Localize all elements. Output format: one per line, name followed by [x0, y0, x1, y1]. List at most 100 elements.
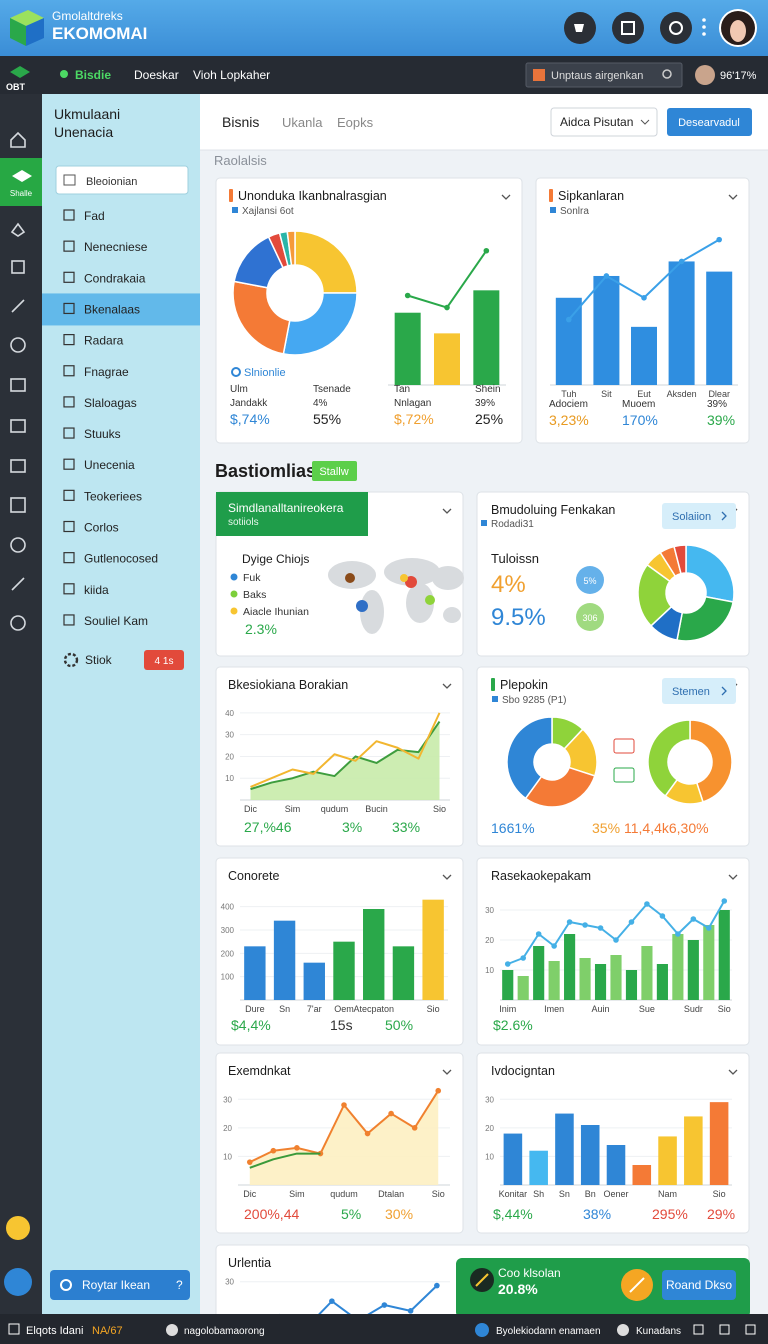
rail-logo-icon: [10, 66, 30, 78]
chevron[interactable]: [728, 194, 738, 200]
stat-sub: 4%: [313, 398, 328, 409]
line: [250, 712, 441, 788]
menu-item[interactable]: Bkenalaas: [84, 302, 140, 316]
map-region: [356, 600, 368, 612]
menu-item[interactable]: Condrakaia: [84, 271, 146, 285]
menu-item[interactable]: Nenecniese: [84, 240, 148, 254]
menu-item[interactable]: Unecenia: [84, 458, 135, 472]
menu-item[interactable]: Corlos: [84, 521, 119, 535]
kpi-badge: [576, 566, 604, 594]
point: [675, 931, 681, 937]
icon-button[interactable]: [660, 12, 692, 44]
bar: [658, 1136, 677, 1185]
card-button[interactable]: [662, 503, 736, 529]
pie-slice: [506, 716, 553, 800]
bar: [610, 955, 622, 1000]
section-badge-text: Stallw: [319, 466, 348, 478]
menu-item[interactable]: kiida: [84, 583, 109, 597]
toast-button[interactable]: [662, 1270, 736, 1300]
stat-value: 38%: [583, 1206, 611, 1222]
sidebar-footer-item[interactable]: Stiok: [85, 653, 113, 667]
kpi-label: Tuloissn: [491, 551, 539, 566]
card-title: Simdlanalltanireokera: [228, 501, 344, 515]
legend-item: Fuk: [243, 572, 261, 584]
x-tick-label: Tuh: [561, 389, 576, 399]
legend-dot: [230, 573, 238, 581]
menu-item[interactable]: Slaloagas: [84, 396, 137, 410]
menu-item[interactable]: Souliel Kam: [84, 614, 148, 628]
pie-slice: [647, 719, 691, 798]
header-button[interactable]: [667, 108, 752, 136]
header-tab[interactable]: Eopks: [337, 115, 374, 130]
nav-tab[interactable]: Doeskar: [134, 68, 179, 82]
chevron[interactable]: [728, 874, 738, 880]
more-icon[interactable]: [702, 18, 706, 36]
header-tab[interactable]: Ukanla: [282, 115, 323, 130]
rail-bottom-icon[interactable]: [4, 1268, 32, 1296]
chevron[interactable]: [442, 874, 452, 880]
sidebar-cta[interactable]: [50, 1270, 190, 1300]
user-avatar[interactable]: [695, 65, 715, 85]
bar: [656, 964, 668, 1000]
menu-item[interactable]: Radara: [84, 334, 124, 348]
stat-sub: 39%: [475, 398, 495, 409]
header-tab[interactable]: Bisnis: [222, 114, 259, 130]
point: [644, 901, 650, 907]
nav-tab[interactable]: Bisdie: [75, 68, 111, 82]
point: [706, 925, 712, 931]
sidebar-search[interactable]: [55, 165, 189, 195]
toast-title: Coo klsolan: [498, 1266, 561, 1280]
chevron[interactable]: [442, 683, 452, 689]
toast-button-text: Roand Dkso: [666, 1278, 732, 1292]
bar: [684, 1116, 703, 1185]
rail-active[interactable]: [0, 158, 42, 206]
map-land: [406, 583, 434, 623]
rail-icons[interactable]: [10, 131, 26, 631]
status-icon[interactable]: [745, 1324, 756, 1335]
status-bar: [0, 1314, 768, 1344]
pie-slice: [676, 595, 735, 642]
toast-value: 20.8%: [498, 1281, 538, 1297]
menu-item[interactable]: Teokeriees: [84, 489, 142, 503]
stat-value: 15s: [330, 1017, 353, 1033]
legend-item: Slnionlie: [244, 367, 286, 379]
card-subtitle: Rodadi31: [491, 519, 534, 530]
card-button[interactable]: [662, 678, 736, 704]
status-icon[interactable]: [719, 1324, 730, 1335]
stat-label: Shein: [475, 384, 501, 395]
x-tick-label: Atecpaton: [353, 1004, 394, 1014]
x-tick-label: Sh: [533, 1189, 544, 1199]
search-box[interactable]: [525, 62, 683, 88]
y-tick-label: 10: [485, 966, 494, 975]
card-title: Sipkanlaran: [558, 189, 624, 203]
chevron[interactable]: [728, 1069, 738, 1075]
chevron[interactable]: [501, 194, 511, 200]
bar: [564, 934, 576, 1000]
card-button-text: Stemen: [672, 686, 710, 698]
menu-item[interactable]: Fnagrae: [84, 365, 129, 379]
search-icon-left: [533, 69, 545, 81]
card-title: Conorete: [228, 869, 279, 883]
cta-help[interactable]: ?: [176, 1278, 183, 1292]
nav-tab[interactable]: Vioh Lopkaher: [193, 68, 270, 82]
chevron[interactable]: [442, 1069, 452, 1075]
pie-slice: [685, 544, 735, 603]
kpi-badge-text: 5%: [583, 576, 596, 586]
menu-item[interactable]: Gutlenocosed: [84, 552, 158, 566]
search-icon: [662, 69, 672, 79]
badge: [144, 650, 184, 670]
menu-icon: [63, 489, 75, 501]
icon-button[interactable]: [612, 12, 644, 44]
mini-icon: [613, 767, 635, 783]
menu-item[interactable]: Fad: [84, 209, 105, 223]
dropdown[interactable]: [550, 107, 658, 137]
status-icon[interactable]: [693, 1324, 704, 1335]
menu-icon: [63, 209, 75, 221]
x-tick-label: qudum: [321, 804, 349, 814]
rail-bottom-icon[interactable]: [6, 1216, 30, 1240]
card-title: Urlentia: [228, 1256, 271, 1270]
chevron[interactable]: [442, 508, 452, 514]
menu-item[interactable]: Stuuks: [84, 427, 121, 441]
avatar-face: [730, 20, 746, 42]
bar: [631, 326, 657, 385]
